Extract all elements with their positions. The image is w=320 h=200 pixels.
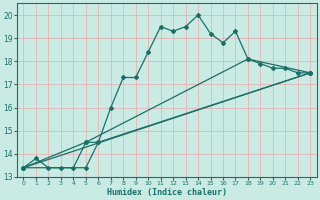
- X-axis label: Humidex (Indice chaleur): Humidex (Indice chaleur): [107, 188, 227, 197]
